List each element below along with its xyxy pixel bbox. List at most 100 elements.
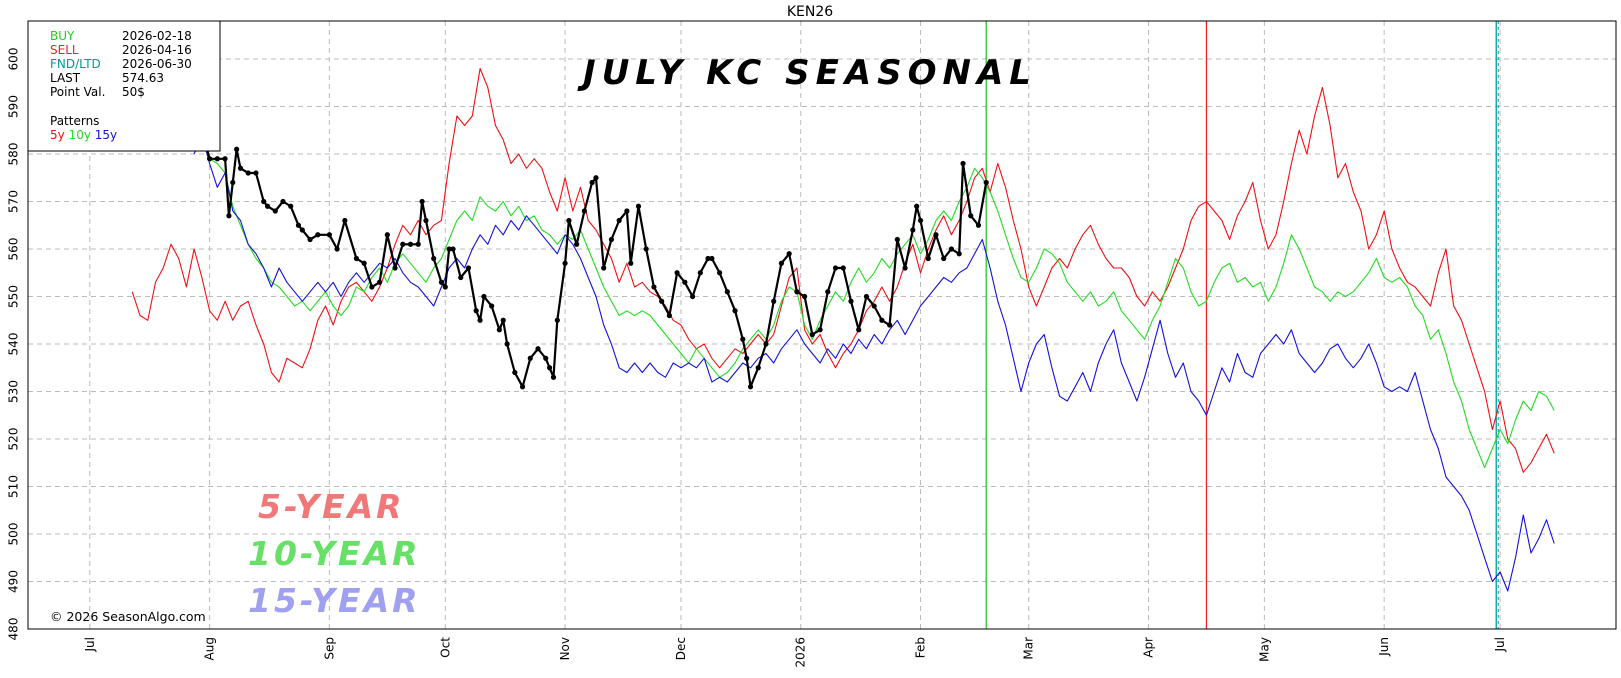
last-point xyxy=(817,327,823,333)
info-buy-label: BUY xyxy=(50,29,75,43)
last-point xyxy=(407,241,414,247)
last-point xyxy=(802,293,808,300)
last-point xyxy=(554,317,560,323)
legend-5y: 5y xyxy=(50,128,65,142)
last-point xyxy=(245,170,251,176)
last-point xyxy=(666,312,672,319)
last-point xyxy=(384,232,390,238)
last-point xyxy=(786,251,792,257)
info-fnd-value: 2026-06-30 xyxy=(122,57,192,71)
last-point xyxy=(446,246,452,252)
info-sell-value: 2026-04-16 xyxy=(122,43,192,57)
copyright-watermark: © 2026 SeasonAlgo.com xyxy=(50,609,206,624)
last-point xyxy=(879,317,885,323)
x-tick-label: Jun xyxy=(1377,637,1391,657)
last-point xyxy=(732,308,738,314)
last-point xyxy=(871,303,877,309)
last-point xyxy=(840,265,846,271)
last-point xyxy=(237,165,244,171)
x-tick-label: Oct xyxy=(438,637,452,658)
y-tick-label: 540 xyxy=(7,333,21,356)
last-point xyxy=(307,236,313,243)
y-tick-label: 480 xyxy=(7,618,21,641)
x-tick-label: Feb xyxy=(914,637,928,658)
last-point xyxy=(825,289,831,295)
last-point xyxy=(643,246,649,252)
chart-banner: JULY KC SEASONAL xyxy=(577,53,1037,93)
x-tick-label: May xyxy=(1257,637,1271,662)
y-tick-label: 510 xyxy=(7,475,21,498)
last-point xyxy=(504,341,510,347)
last-point xyxy=(465,265,472,271)
last-point xyxy=(589,179,595,186)
info-sell-label: SELL xyxy=(50,43,79,57)
x-tick-label: Jul xyxy=(1493,637,1507,652)
last-point xyxy=(234,146,240,152)
x-tick-label: 2026 xyxy=(794,637,808,668)
x-tick-label: Mar xyxy=(1022,637,1036,660)
pattern-label-15-year: 15-YEAR xyxy=(248,581,421,620)
last-point xyxy=(477,317,483,323)
last-point xyxy=(423,217,429,224)
last-point xyxy=(763,341,769,347)
last-point xyxy=(697,270,703,276)
last-point xyxy=(326,232,332,238)
last-point xyxy=(914,203,920,209)
last-point xyxy=(512,369,518,376)
last-point xyxy=(458,274,464,281)
x-tick-label: Aug xyxy=(203,637,217,660)
y-tick-label: 500 xyxy=(7,523,21,546)
last-point xyxy=(608,236,615,243)
last-point xyxy=(983,179,989,186)
last-point xyxy=(527,355,533,361)
last-point xyxy=(481,293,487,300)
last-point xyxy=(547,365,553,371)
last-point xyxy=(887,322,893,328)
last-point xyxy=(948,246,955,252)
last-point xyxy=(222,156,228,162)
last-point xyxy=(651,284,657,290)
last-point xyxy=(744,355,750,361)
y-tick-label: 560 xyxy=(7,238,21,261)
last-point xyxy=(353,255,360,262)
info-box: BUY 2026-02-18 SELL 2026-04-16 FND/LTD 2… xyxy=(27,20,221,152)
series-line-10y xyxy=(193,115,1555,469)
plot-frame xyxy=(27,20,1617,630)
last-point xyxy=(624,208,630,214)
grid xyxy=(28,21,1616,630)
series-line-5y xyxy=(131,67,1555,473)
last-point xyxy=(682,279,688,285)
last-point xyxy=(593,175,599,181)
last-point xyxy=(809,331,815,338)
last-point xyxy=(574,241,580,247)
y-tick-label: 490 xyxy=(7,570,21,593)
last-point xyxy=(674,270,680,276)
last-point xyxy=(369,284,375,290)
x-tick-label: Dec xyxy=(674,637,688,660)
last-point xyxy=(917,217,924,224)
last-point xyxy=(438,279,445,285)
last-point xyxy=(717,270,723,276)
last-point xyxy=(342,217,348,224)
last-point xyxy=(334,246,340,252)
info-fnd-label: FND/LTD xyxy=(50,57,101,71)
x-tick-label: Sep xyxy=(322,637,336,660)
last-point xyxy=(295,222,302,228)
last-point xyxy=(288,203,294,209)
info-pointval-label: Point Val. xyxy=(50,85,105,99)
last-point xyxy=(272,208,278,214)
last-point xyxy=(794,289,800,295)
last-point xyxy=(361,260,367,266)
last-point xyxy=(894,236,900,243)
last-point xyxy=(956,251,962,257)
series-line-15y xyxy=(193,134,1555,592)
last-point xyxy=(562,260,568,266)
last-point xyxy=(747,384,754,390)
last-point xyxy=(415,241,421,247)
last-point xyxy=(419,198,425,205)
last-point xyxy=(566,217,572,224)
last-point xyxy=(392,265,398,271)
y-tick-label: 550 xyxy=(7,285,21,308)
last-point xyxy=(377,279,383,285)
last-point xyxy=(975,222,982,228)
